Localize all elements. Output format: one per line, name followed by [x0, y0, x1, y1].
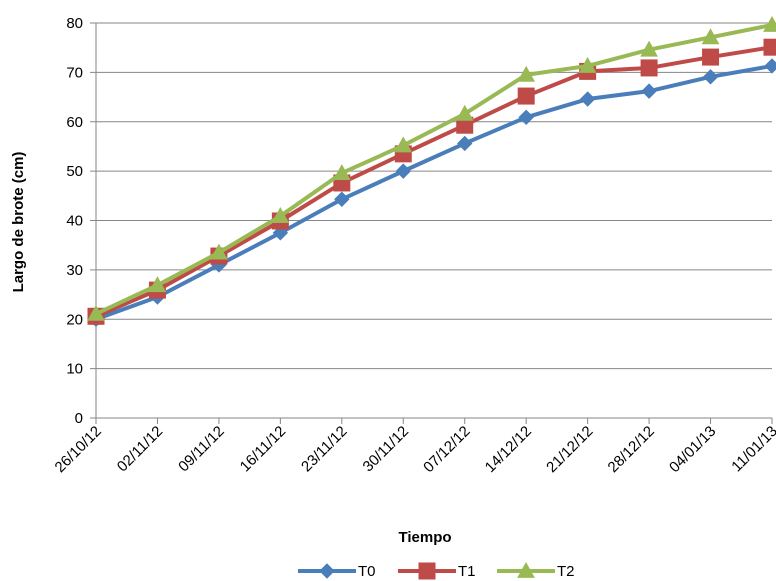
legend-marker [319, 563, 335, 579]
data-point [702, 69, 719, 85]
y-tick-label: 40 [66, 213, 83, 230]
x-tick-label: 07/12/12 [420, 423, 473, 476]
y-tick-label: 0 [75, 410, 83, 427]
legend-label: T1 [458, 563, 476, 580]
x-tick-label: 11/01/13 [728, 423, 776, 476]
x-tick-label: 09/11/12 [175, 423, 228, 476]
data-point [271, 207, 290, 223]
series-line-t1 [95, 45, 773, 319]
data-point [701, 28, 720, 45]
x-tick-label: 02/11/12 [114, 423, 167, 476]
x-tick-label: 14/12/12 [482, 423, 535, 476]
series-line-t0 [95, 63, 773, 322]
x-axis-title: Tiempo [398, 529, 451, 546]
y-tick-label: 60 [66, 114, 83, 131]
x-tick-label: 26/10/12 [52, 423, 105, 476]
y-tick-label: 10 [66, 361, 83, 378]
data-point [640, 59, 658, 77]
x-tick-label: 21/12/12 [543, 423, 596, 476]
x-tick-label: 30/11/12 [360, 423, 413, 476]
y-tick-labels: 0 10 20 30 40 50 60 70 80 [66, 15, 83, 427]
x-tick-label: 04/01/13 [666, 423, 719, 476]
legend-marker [418, 562, 436, 580]
legend-marker [517, 561, 535, 578]
data-point [578, 56, 597, 73]
data-point [455, 104, 474, 121]
data-point [640, 40, 658, 57]
legend-item-t1: T1 [398, 562, 476, 580]
y-tick-label: 20 [66, 311, 83, 328]
data-point [517, 65, 536, 82]
data-point [394, 136, 413, 153]
legend: T0 T1 T2 [298, 561, 575, 580]
data-point [763, 38, 776, 56]
data-point [457, 135, 473, 152]
gridlines [96, 22, 772, 370]
axes [90, 22, 773, 424]
series-line-t2 [95, 23, 773, 316]
y-axis-title: Largo de brote (cm) [10, 152, 27, 293]
data-point [579, 91, 596, 107]
legend-label: T2 [557, 563, 575, 580]
legend-item-t2: T2 [497, 561, 575, 580]
legend-label: T0 [358, 563, 376, 580]
data-point [334, 191, 350, 207]
x-tick-labels: 26/10/12 02/11/12 09/11/12 16/11/12 23/11/12… [52, 423, 776, 476]
data-point [87, 304, 105, 321]
legend-item-t0: T0 [298, 563, 376, 580]
data-point [395, 163, 411, 179]
data-point [764, 58, 776, 74]
y-tick-label: 70 [66, 64, 83, 81]
y-tick-label: 30 [66, 262, 83, 279]
data-point [702, 48, 720, 66]
series-group [87, 15, 776, 327]
y-tick-label: 80 [66, 15, 83, 32]
data-point [332, 164, 351, 180]
series-t0 [88, 58, 776, 327]
y-tick-label: 50 [66, 163, 83, 180]
x-tick-label: 23/11/12 [298, 423, 351, 476]
data-point [148, 276, 167, 293]
x-tick-label: 16/11/12 [237, 423, 290, 476]
data-point [210, 243, 228, 260]
data-point [518, 109, 534, 126]
data-point [641, 83, 657, 99]
series-t2 [87, 15, 776, 321]
x-tick-label: 28/12/12 [605, 423, 658, 476]
data-point [517, 87, 535, 105]
data-point [763, 15, 776, 32]
